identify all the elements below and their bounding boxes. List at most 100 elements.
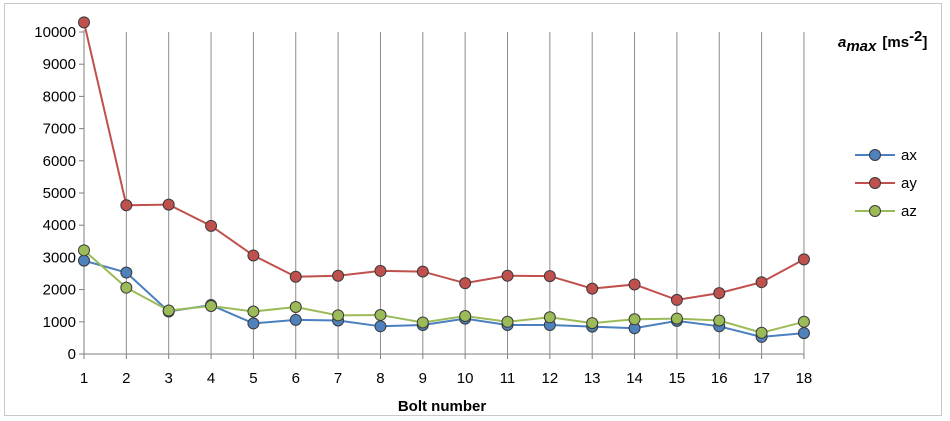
legend: ax ay az	[855, 147, 917, 220]
data-point-az	[755, 326, 768, 339]
y-tick-label: 3000	[43, 249, 76, 266]
y-tick-label: 1000	[43, 314, 76, 331]
data-point-ay	[374, 264, 387, 277]
series-line-az	[83, 249, 805, 334]
y-tick-label: 10000	[34, 24, 76, 41]
x-tick-label: 12	[542, 370, 559, 387]
data-point-az	[459, 310, 472, 323]
data-point-az	[205, 300, 218, 313]
x-tick-label: 1	[80, 370, 88, 387]
data-point-ay	[670, 293, 683, 306]
data-point-ay	[713, 287, 726, 300]
data-point-ay	[459, 277, 472, 290]
x-tick-label: 18	[796, 370, 813, 387]
y-tick-label: 2000	[43, 282, 76, 299]
data-point-ay	[586, 282, 599, 295]
legend-item-ay: ay	[855, 175, 917, 192]
y-tick-label: 4000	[43, 217, 76, 234]
data-point-ay	[247, 249, 260, 262]
y-axis-unit: [ms	[882, 34, 909, 51]
x-axis-title: Bolt number	[398, 398, 486, 415]
x-tick-label: 13	[584, 370, 601, 387]
data-point-az	[797, 315, 810, 328]
series-line-ax	[83, 259, 805, 338]
x-tick-labels: 1 2 3 4 5 6 7 8 9 10 11 12 13 14 15 16 17 18	[80, 354, 812, 387]
chart-frame	[4, 3, 942, 416]
x-tick-label: 2	[122, 370, 130, 387]
axes	[83, 30, 804, 355]
x-tick-label: 11	[500, 370, 516, 387]
x-tick-label: 8	[376, 370, 384, 387]
x-tick-label: 6	[292, 370, 300, 387]
data-point-az	[713, 314, 726, 327]
x-tick-label: 4	[207, 370, 215, 387]
data-point-ay	[205, 219, 218, 232]
y-tick-label: 8000	[43, 88, 76, 105]
x-tick-label: 16	[711, 370, 728, 387]
legend-item-ax: ax	[855, 147, 917, 164]
data-point-az	[586, 317, 599, 330]
series-ax	[78, 254, 810, 343]
y-tick-label: 9000	[43, 56, 76, 73]
x-tick-label: 14	[626, 370, 643, 387]
data-point-ay	[543, 270, 556, 283]
data-point-az	[628, 313, 641, 326]
data-point-ax	[289, 313, 302, 326]
y-axis-title: amax [ms-2]	[838, 28, 927, 55]
data-point-ax	[374, 320, 387, 333]
series-az	[78, 244, 810, 339]
legend-label: az	[901, 203, 917, 220]
data-point-ay	[162, 198, 175, 211]
y-axis-unit-close: ]	[922, 34, 927, 51]
legend-label: ax	[901, 147, 917, 164]
legend-label: ay	[901, 175, 917, 192]
y-axis-symbol: a	[838, 34, 846, 51]
data-point-az	[332, 309, 345, 322]
y-tick-label: 5000	[43, 185, 76, 202]
series-ay	[78, 16, 810, 306]
data-point-ax	[78, 254, 90, 267]
data-point-az	[162, 304, 175, 317]
data-point-ax	[247, 317, 260, 330]
series-line-ay	[83, 22, 805, 301]
data-point-ay	[332, 269, 345, 282]
legend-item-az: az	[855, 203, 917, 220]
y-tick-label: 0	[68, 346, 76, 363]
y-tick-label: 7000	[43, 121, 76, 138]
data-point-az	[416, 316, 429, 329]
data-point-az	[501, 315, 514, 328]
series-layer	[78, 16, 810, 343]
x-tick-label: 15	[669, 370, 686, 387]
data-point-az	[374, 309, 387, 322]
legend-marker	[869, 149, 881, 161]
data-point-az	[247, 305, 260, 318]
data-point-ax	[797, 327, 810, 340]
data-point-ay	[501, 269, 514, 282]
x-tick-label: 9	[419, 370, 427, 387]
data-point-ay	[755, 276, 768, 289]
legend-marker	[869, 177, 881, 189]
data-point-az	[543, 311, 556, 324]
vertical-gridlines	[83, 32, 805, 354]
data-point-az	[289, 300, 302, 313]
x-tick-label: 5	[249, 370, 257, 387]
y-tick-labels: 0 1000 2000 3000 4000 5000 6000 7000 8000 9000 100…	[34, 24, 84, 363]
data-point-ay	[416, 265, 429, 278]
data-point-ay	[628, 278, 641, 291]
data-point-ay	[78, 16, 90, 29]
data-point-az	[670, 312, 683, 325]
x-tick-label: 17	[753, 370, 770, 387]
legend-marker	[869, 205, 881, 217]
x-tick-label: 10	[457, 370, 474, 387]
data-point-ax	[120, 266, 133, 279]
data-point-az	[120, 281, 133, 294]
data-point-az	[78, 244, 90, 257]
data-point-ay	[120, 199, 133, 212]
x-tick-label: 3	[165, 370, 173, 387]
y-tick-label: 6000	[43, 153, 76, 170]
y-axis-subscript: max	[846, 38, 877, 55]
x-tick-label: 7	[334, 370, 342, 387]
y-axis-unit-exponent: -2	[909, 28, 922, 45]
data-point-ay	[289, 270, 302, 283]
